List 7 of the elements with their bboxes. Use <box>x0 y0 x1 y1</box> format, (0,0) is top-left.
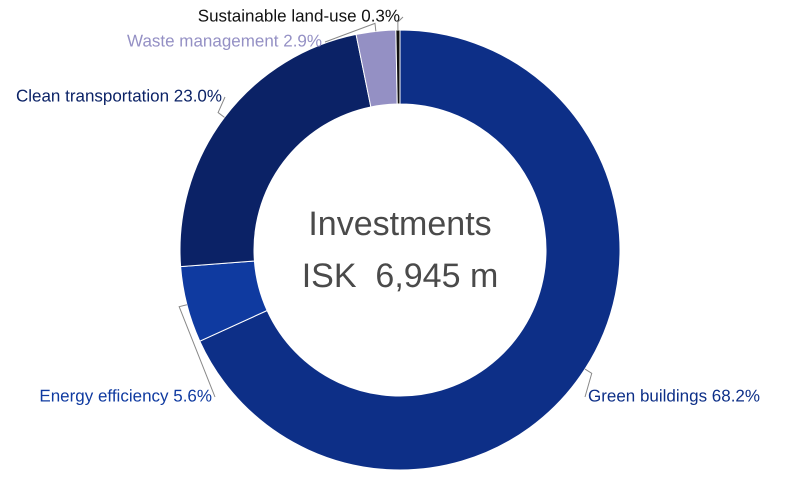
text: ISK 6,945 m <box>302 256 498 295</box>
slice-label: Green buildings 68.2% <box>588 386 760 406</box>
slice-label: Clean transportation 23.0% <box>16 86 222 106</box>
slice-label: Energy efficiency 5.6% <box>39 386 212 406</box>
slice-label: Waste management 2.9% <box>127 31 322 50</box>
text: Investments <box>308 204 492 243</box>
slice-label: Sustainable land-use 0.3% <box>198 6 400 26</box>
